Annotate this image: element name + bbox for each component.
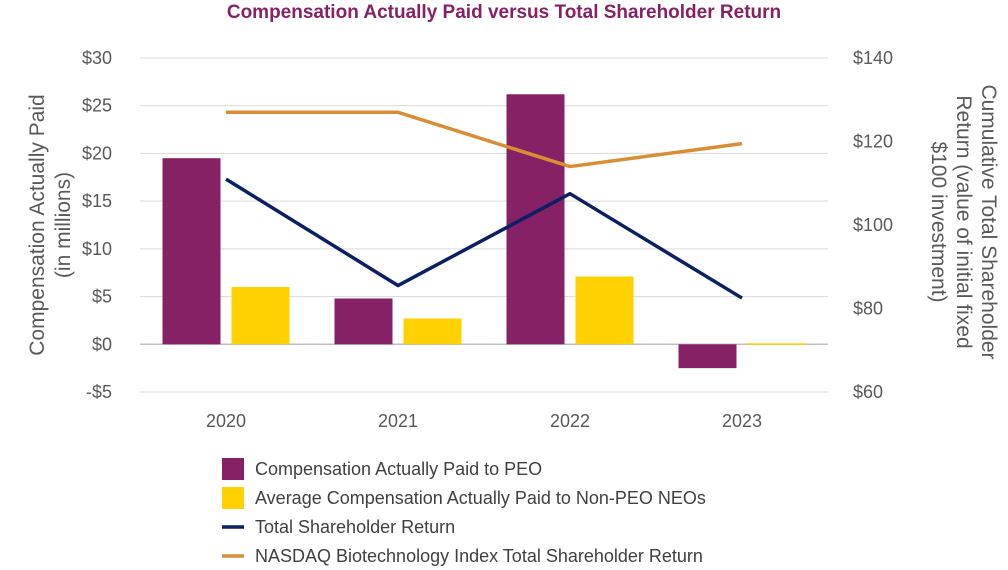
bar-0-2022 bbox=[506, 94, 565, 345]
left-axis-title: Compensation Actually Paid (in millions) bbox=[26, 94, 75, 356]
right-tick-label: $140 bbox=[853, 48, 893, 68]
legend-swatch bbox=[222, 458, 244, 480]
bar-1-2023 bbox=[747, 343, 806, 345]
line-series-1 bbox=[226, 110, 743, 169]
x-tick-label: 2022 bbox=[550, 411, 590, 431]
left-tick-label: $25 bbox=[82, 96, 112, 116]
legend-label: NASDAQ Biotechnology Index Total Shareho… bbox=[255, 546, 703, 566]
right-tick-label: $80 bbox=[853, 299, 883, 319]
left-axis-title-line: Compensation Actually Paid bbox=[26, 94, 49, 356]
left-axis-ticks: -$5 $0 $5 $10 $15 $20 $25 $30 bbox=[82, 48, 112, 402]
left-tick-label: $5 bbox=[92, 287, 112, 307]
right-axis-title-line: Return (value of initial fixed bbox=[952, 95, 975, 348]
right-axis-title-line: Cumulative Total Shareholder bbox=[977, 84, 1000, 359]
left-axis-title-line: (in millions) bbox=[52, 172, 75, 278]
right-axis-title-line: $100 investment) bbox=[927, 141, 950, 302]
right-axis-title-text: Cumulative Total ShareholderReturn (valu… bbox=[927, 84, 1000, 359]
right-tick-label: $120 bbox=[853, 132, 893, 152]
right-axis-title: Cumulative Total ShareholderReturn (valu… bbox=[927, 84, 1000, 359]
right-tick-label: $100 bbox=[853, 215, 893, 235]
left-tick-label: -$5 bbox=[86, 382, 112, 402]
bar-0-2021 bbox=[334, 298, 393, 345]
lines bbox=[225, 110, 743, 300]
bars bbox=[162, 94, 806, 369]
bar-1-2021 bbox=[403, 318, 462, 345]
bar-0-2023 bbox=[678, 344, 737, 369]
legend-label: Average Compensation Actually Paid to No… bbox=[255, 488, 706, 508]
bar-0-2020 bbox=[162, 158, 221, 345]
line-series-0 bbox=[225, 177, 743, 300]
x-tick-label: 2023 bbox=[722, 411, 762, 431]
chart-title: Compensation Actually Paid versus Total … bbox=[227, 2, 781, 23]
x-tick-label: 2021 bbox=[378, 411, 418, 431]
bar-1-2020 bbox=[231, 287, 290, 345]
right-axis-ticks: $60 $80 $100 $120 $140 bbox=[853, 48, 893, 402]
x-tick-label: 2020 bbox=[206, 411, 246, 431]
left-axis-title-text: Compensation Actually Paid (in millions) bbox=[26, 94, 75, 356]
right-tick-label: $60 bbox=[853, 382, 883, 402]
left-tick-label: $0 bbox=[92, 334, 112, 354]
left-tick-label: $10 bbox=[82, 239, 112, 259]
bar-1-2022 bbox=[575, 276, 634, 345]
legend-label: Compensation Actually Paid to PEO bbox=[255, 459, 542, 479]
left-tick-label: $20 bbox=[82, 143, 112, 163]
legend-label: Total Shareholder Return bbox=[255, 517, 455, 537]
legend: Compensation Actually Paid to PEO Average… bbox=[222, 458, 706, 566]
x-axis-ticks: 2020 2021 2022 2023 bbox=[206, 411, 762, 431]
legend-swatch bbox=[222, 487, 244, 509]
left-tick-label: $30 bbox=[82, 48, 112, 68]
left-tick-label: $15 bbox=[82, 191, 112, 211]
